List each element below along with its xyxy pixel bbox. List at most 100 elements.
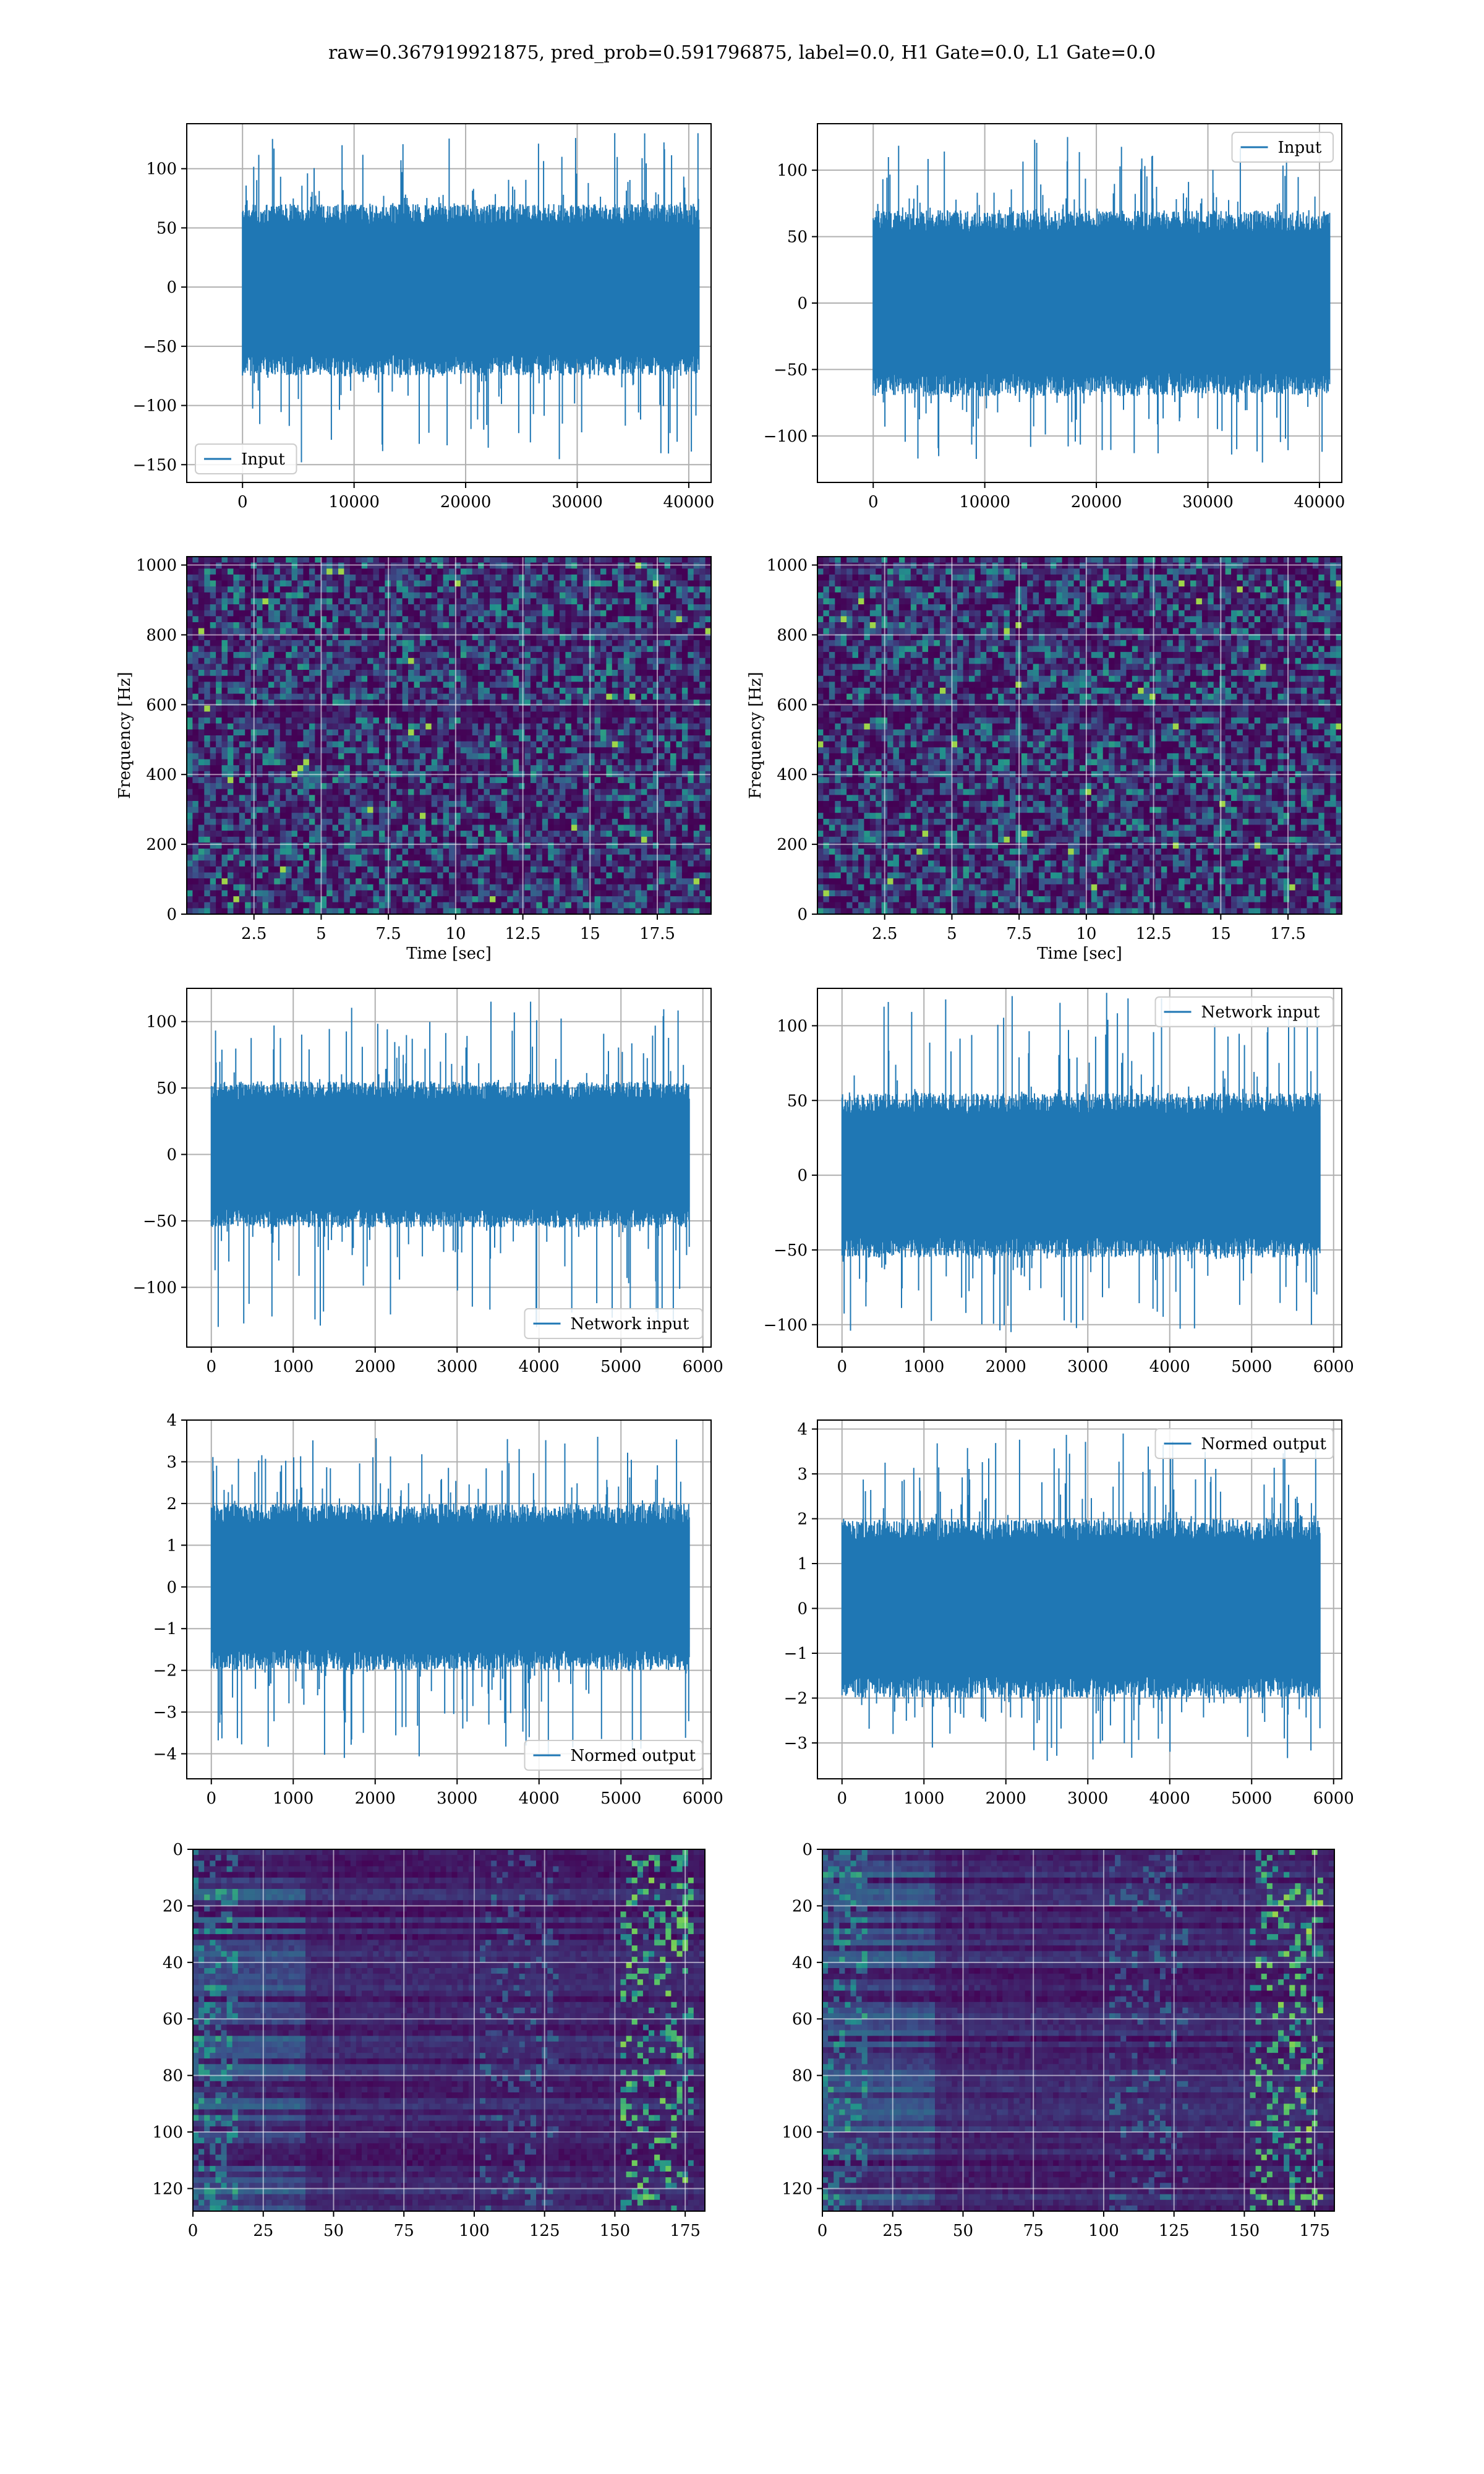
heatmap-cell	[670, 735, 676, 742]
heatmap-cell	[403, 873, 409, 879]
heatmap-cell	[198, 724, 205, 730]
heatmap-cell	[192, 831, 198, 837]
heatmap-cell	[286, 622, 292, 628]
h1-input-ytick-label: −150	[133, 456, 177, 474]
heatmap-cell	[484, 664, 490, 670]
heatmap-cell	[204, 884, 210, 891]
heatmap-cell	[228, 813, 234, 819]
heatmap-cell	[222, 593, 228, 599]
heatmap-cell	[414, 855, 420, 861]
heatmap-cell	[449, 867, 455, 873]
heatmap-cell	[519, 682, 525, 688]
heatmap-cell	[647, 831, 653, 837]
heatmap-cell	[536, 670, 542, 676]
heatmap-cell	[495, 825, 501, 831]
heatmap-cell	[356, 813, 362, 819]
heatmap-cell	[414, 729, 420, 735]
heatmap-cell	[653, 682, 659, 688]
heatmap-cell	[210, 807, 216, 813]
heatmap-cell	[420, 616, 426, 622]
heatmap-cell	[670, 842, 676, 849]
heatmap-cell	[571, 807, 578, 813]
heatmap-cell	[519, 676, 525, 682]
heatmap-cell	[338, 860, 344, 867]
heatmap-cell	[326, 878, 333, 884]
heatmap-cell	[222, 604, 228, 610]
heatmap-cell	[694, 724, 700, 730]
heatmap-cell	[437, 575, 443, 581]
heatmap-cell	[403, 676, 409, 682]
heatmap-cell	[233, 849, 239, 855]
heatmap-cell	[309, 688, 315, 694]
heatmap-cell	[618, 724, 624, 730]
heatmap-cell	[204, 557, 210, 563]
heatmap-cell	[280, 747, 286, 753]
heatmap-cell	[595, 807, 601, 813]
heatmap-cell	[367, 563, 373, 569]
heatmap-cell	[414, 706, 420, 712]
heatmap-cell	[222, 855, 228, 861]
heatmap-cell	[233, 593, 239, 599]
heatmap-cell	[548, 825, 554, 831]
heatmap-cell	[565, 729, 571, 735]
heatmap-cell	[565, 807, 571, 813]
heatmap-cell	[403, 616, 409, 622]
heatmap-cell	[286, 694, 292, 700]
heatmap-cell	[192, 664, 198, 670]
heatmap-cell	[636, 777, 642, 783]
heatmap-cell	[606, 706, 612, 712]
heatmap-cell	[531, 581, 537, 587]
heatmap-cell	[542, 688, 548, 694]
heatmap-cell	[699, 747, 706, 753]
heatmap-cell	[507, 813, 513, 819]
heatmap-cell	[333, 867, 339, 873]
heatmap-cell	[484, 676, 490, 682]
heatmap-cell	[425, 789, 432, 795]
heatmap-cell	[647, 616, 653, 622]
heatmap-cell	[513, 735, 519, 742]
heatmap-cell	[373, 753, 380, 760]
heatmap-cell	[449, 873, 455, 879]
heatmap-cell	[228, 849, 234, 855]
heatmap-cell	[198, 747, 205, 753]
heatmap-cell	[297, 593, 304, 599]
heatmap-cell	[688, 593, 694, 599]
heatmap-cell	[670, 616, 676, 622]
heatmap-cell	[507, 849, 513, 855]
heatmap-cell	[606, 849, 612, 855]
heatmap-cell	[222, 682, 228, 688]
heatmap-cell	[192, 604, 198, 610]
heatmap-cell	[536, 586, 542, 593]
heatmap-cell	[309, 777, 315, 783]
heatmap-cell	[624, 765, 630, 771]
l1-input-xtick-label: 40000	[1294, 493, 1345, 511]
heatmap-cell	[420, 777, 426, 783]
heatmap-cell	[699, 717, 706, 724]
l1-input-axes: 0 10000 20000 30000 40000−100−50050100Input	[764, 124, 1345, 511]
heatmap-cell	[612, 563, 618, 569]
heatmap-cell	[303, 563, 309, 569]
heatmap-cell	[204, 842, 210, 849]
heatmap-cell	[228, 724, 234, 730]
heatmap-cell	[297, 694, 304, 700]
heatmap-cell	[478, 873, 484, 879]
heatmap-cell	[641, 873, 647, 879]
heatmap-cell	[379, 837, 385, 843]
heatmap-cell	[659, 860, 665, 867]
heatmap-cell	[216, 760, 222, 766]
heatmap-cell	[233, 646, 239, 653]
heatmap-cell	[636, 664, 642, 670]
heatmap-cell	[542, 610, 548, 617]
heatmap-cell	[682, 742, 688, 748]
heatmap-cell	[356, 604, 362, 610]
heatmap-cell	[379, 825, 385, 831]
heatmap-cell	[228, 628, 234, 635]
heatmap-cell	[303, 593, 309, 599]
heatmap-cell	[274, 795, 280, 801]
heatmap-cell	[420, 581, 426, 587]
heatmap-cell	[274, 616, 280, 622]
heatmap-cell	[198, 676, 205, 682]
heatmap-cell	[292, 783, 298, 789]
heatmap-cell	[682, 712, 688, 718]
heatmap-cell	[245, 842, 251, 849]
